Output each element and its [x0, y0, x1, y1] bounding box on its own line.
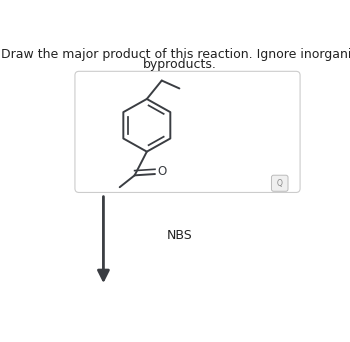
Text: NBS: NBS — [167, 229, 192, 242]
FancyBboxPatch shape — [75, 71, 300, 193]
Text: byproducts.: byproducts. — [142, 58, 216, 71]
FancyBboxPatch shape — [272, 175, 288, 191]
Text: O: O — [157, 166, 166, 179]
Text: Q: Q — [277, 179, 283, 188]
Text: Draw the major product of this reaction. Ignore inorganic: Draw the major product of this reaction.… — [1, 48, 350, 61]
